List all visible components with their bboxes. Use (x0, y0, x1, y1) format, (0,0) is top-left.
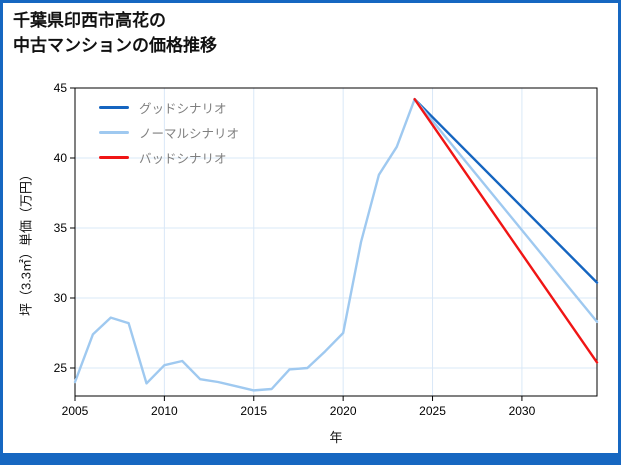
svg-text:2020: 2020 (330, 404, 357, 418)
chart-legend: グッドシナリオ ノーマルシナリオ バッドシナリオ (99, 95, 239, 170)
svg-text:2015: 2015 (240, 404, 267, 418)
legend-item-good: グッドシナリオ (99, 95, 239, 120)
svg-text:25: 25 (54, 361, 68, 375)
good-scenario-line-icon (99, 106, 129, 109)
plot-area: 2005 2010 2015 2020 2025 2030 25 30 35 40 45 (54, 81, 599, 418)
y-axis-label: 坪（3.3㎡）単価（万円） (18, 167, 34, 317)
legend-label-bad: バッドシナリオ (139, 152, 227, 166)
svg-text:2010: 2010 (151, 404, 178, 418)
legend-item-bad: バッドシナリオ (99, 145, 239, 170)
svg-text:2005: 2005 (62, 404, 89, 418)
legend-label-normal: ノーマルシナリオ (139, 127, 240, 141)
bad-scenario-line-icon (99, 156, 129, 159)
svg-text:45: 45 (54, 81, 68, 95)
normal-scenario-line-icon (99, 131, 129, 134)
svg-text:35: 35 (54, 221, 68, 235)
x-axis-label: 年 (329, 430, 343, 445)
legend-item-normal: ノーマルシナリオ (99, 120, 239, 145)
chart-title: 千葉県印西市高花の 中古マンションの価格推移 (13, 11, 217, 55)
svg-text:2025: 2025 (419, 404, 446, 418)
svg-text:2030: 2030 (509, 404, 536, 418)
svg-text:40: 40 (54, 151, 68, 165)
legend-label-good: グッドシナリオ (139, 102, 227, 116)
svg-text:30: 30 (54, 291, 68, 305)
